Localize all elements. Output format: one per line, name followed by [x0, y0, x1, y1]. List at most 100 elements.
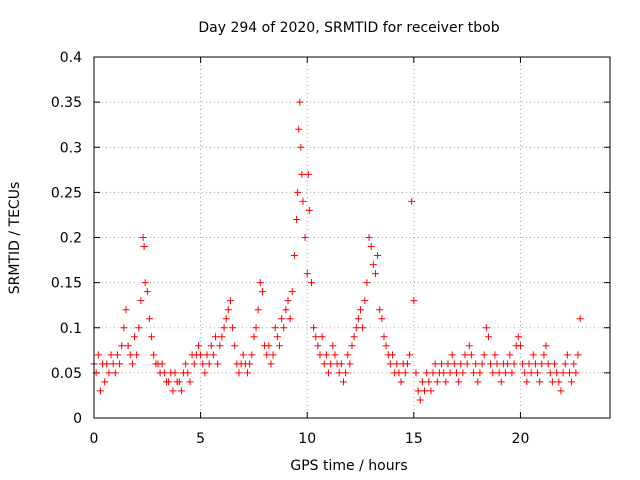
data-point	[296, 98, 304, 106]
data-point	[337, 360, 345, 368]
data-point	[531, 360, 539, 368]
data-point	[96, 387, 104, 395]
data-point	[218, 333, 226, 341]
data-point	[459, 369, 467, 377]
data-point	[169, 387, 177, 395]
data-point	[480, 351, 488, 359]
data-point	[282, 306, 290, 314]
y-tick-label: 0.25	[51, 185, 82, 201]
data-point	[484, 333, 492, 341]
data-point	[546, 369, 554, 377]
data-point	[122, 306, 130, 314]
data-point	[516, 342, 524, 350]
data-point	[111, 369, 119, 377]
data-point	[523, 378, 531, 386]
data-point	[248, 351, 256, 359]
data-point	[527, 369, 535, 377]
data-point	[467, 351, 475, 359]
data-point	[288, 288, 296, 296]
y-axis-label: SRMTID / TECUs	[7, 182, 23, 295]
data-point	[140, 243, 148, 251]
data-point	[290, 252, 298, 260]
data-point	[382, 342, 390, 350]
data-point	[107, 351, 115, 359]
data-point	[540, 351, 548, 359]
data-point	[389, 351, 397, 359]
data-point	[235, 369, 243, 377]
data-point	[212, 333, 220, 341]
data-point	[423, 369, 431, 377]
data-point	[393, 360, 401, 368]
data-point	[220, 324, 228, 332]
data-point	[165, 378, 173, 386]
data-point	[128, 360, 136, 368]
data-point	[463, 360, 471, 368]
data-point	[105, 369, 113, 377]
data-point	[457, 360, 465, 368]
data-point	[280, 324, 288, 332]
data-point	[397, 378, 405, 386]
data-point	[141, 279, 149, 287]
data-point	[301, 234, 309, 241]
data-point	[568, 378, 576, 386]
data-point	[293, 215, 301, 223]
data-point	[263, 351, 271, 359]
data-point	[201, 369, 209, 377]
data-point	[312, 333, 320, 341]
data-point	[226, 297, 234, 305]
data-point	[252, 324, 260, 332]
data-point	[504, 360, 512, 368]
data-point	[135, 324, 143, 332]
data-point	[310, 324, 318, 332]
data-point	[103, 360, 111, 368]
data-point	[376, 306, 384, 314]
data-point	[551, 360, 559, 368]
data-point	[171, 369, 179, 377]
data-point	[489, 369, 497, 377]
data-points	[90, 98, 584, 404]
y-tick-label: 0.15	[51, 276, 82, 292]
data-point	[124, 342, 132, 350]
data-point	[307, 279, 315, 287]
data-point	[339, 378, 347, 386]
data-point	[440, 369, 448, 377]
data-point	[427, 387, 435, 395]
data-point	[429, 369, 437, 377]
data-point	[403, 360, 411, 368]
data-point	[548, 378, 556, 386]
data-point	[536, 378, 544, 386]
data-point	[455, 378, 463, 386]
data-point	[254, 306, 262, 314]
data-point	[286, 315, 294, 323]
data-point	[203, 351, 211, 359]
data-point	[231, 342, 239, 350]
data-point	[565, 369, 573, 377]
data-point	[450, 360, 458, 368]
data-point	[448, 351, 456, 359]
data-point	[209, 351, 217, 359]
data-point	[120, 324, 128, 332]
data-point	[363, 279, 371, 287]
data-point	[342, 369, 350, 377]
y-tick-label: 0.35	[51, 95, 82, 111]
data-point	[113, 351, 121, 359]
y-tick-label: 0.3	[60, 140, 82, 156]
data-point	[491, 351, 499, 359]
data-point	[557, 387, 565, 395]
data-point	[322, 351, 330, 359]
data-point	[386, 360, 394, 368]
data-point	[395, 369, 403, 377]
data-point	[276, 342, 284, 350]
data-point	[160, 369, 168, 377]
data-point	[222, 315, 230, 323]
data-point	[497, 378, 505, 386]
data-point	[327, 360, 335, 368]
data-point	[299, 197, 307, 205]
data-point	[137, 297, 145, 305]
data-point	[303, 270, 311, 278]
data-point	[294, 188, 302, 196]
data-point	[438, 360, 446, 368]
data-point	[273, 333, 281, 341]
data-point	[502, 369, 510, 377]
data-point	[574, 351, 582, 359]
